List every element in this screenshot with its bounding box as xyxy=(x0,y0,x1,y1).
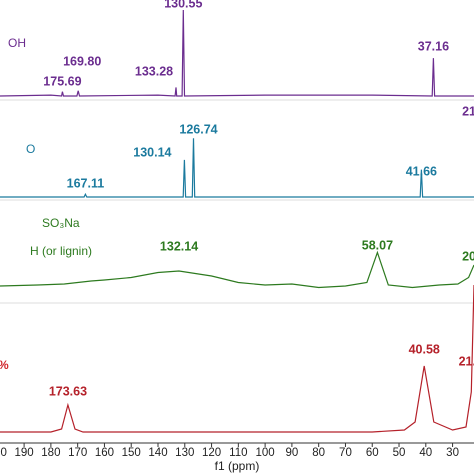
peak-label: 130.55 xyxy=(164,0,202,10)
x-tick-label: 200 xyxy=(0,447,7,459)
peak-label: 40.58 xyxy=(409,342,440,356)
peak-label: 132.14 xyxy=(160,239,198,253)
peak-label: 173.63 xyxy=(49,384,87,398)
x-tick-label: 40 xyxy=(419,447,432,459)
peak-label: 169.80 xyxy=(63,54,101,68)
peak-label: 175.69 xyxy=(43,74,81,88)
x-tick-label: 100 xyxy=(256,447,275,459)
structure-label: O xyxy=(26,142,35,156)
x-tick-label: 120 xyxy=(202,447,221,459)
x-axis-label: f1 (ppm) xyxy=(215,459,260,473)
peak-label: 41.66 xyxy=(406,164,437,178)
x-tick-label: 110 xyxy=(229,447,247,459)
x-tick-label: 160 xyxy=(95,447,114,459)
x-tick-label: 60 xyxy=(366,447,379,459)
x-tick-label: 180 xyxy=(41,447,60,459)
structure-label: H (or lignin) xyxy=(30,244,92,258)
x-tick-label: 190 xyxy=(15,447,34,459)
x-tick-label: 70 xyxy=(339,447,352,459)
structure-label: SO₃Na xyxy=(42,216,80,230)
x-tick-label: 30 xyxy=(446,447,459,459)
x-tick-label: 80 xyxy=(312,447,325,459)
peak-label: 130.14 xyxy=(133,145,171,159)
peak-label: 126.74 xyxy=(179,122,217,136)
peak-label: 37.16 xyxy=(418,39,449,53)
peak-label: 167.11 xyxy=(67,176,105,190)
x-tick-label: 140 xyxy=(148,447,167,459)
peak-label: 21 xyxy=(462,104,474,118)
spectrum-line xyxy=(0,9,474,97)
x-tick-label: 150 xyxy=(122,447,141,459)
panel-label: % xyxy=(0,358,9,372)
structure-label: OH xyxy=(8,36,26,50)
peak-label: 20 xyxy=(462,249,474,263)
x-tick-label: 50 xyxy=(393,447,406,459)
spectrum-line xyxy=(0,138,474,198)
x-tick-label: 90 xyxy=(285,447,298,459)
spectrum-line xyxy=(0,284,474,433)
spectrum-line xyxy=(0,250,474,289)
peak-label: 21. xyxy=(459,354,474,368)
x-tick-label: 170 xyxy=(68,447,87,459)
x-tick-label: 130 xyxy=(175,447,194,459)
peak-label: 133.28 xyxy=(135,64,173,78)
peak-label: 58.07 xyxy=(362,238,393,252)
